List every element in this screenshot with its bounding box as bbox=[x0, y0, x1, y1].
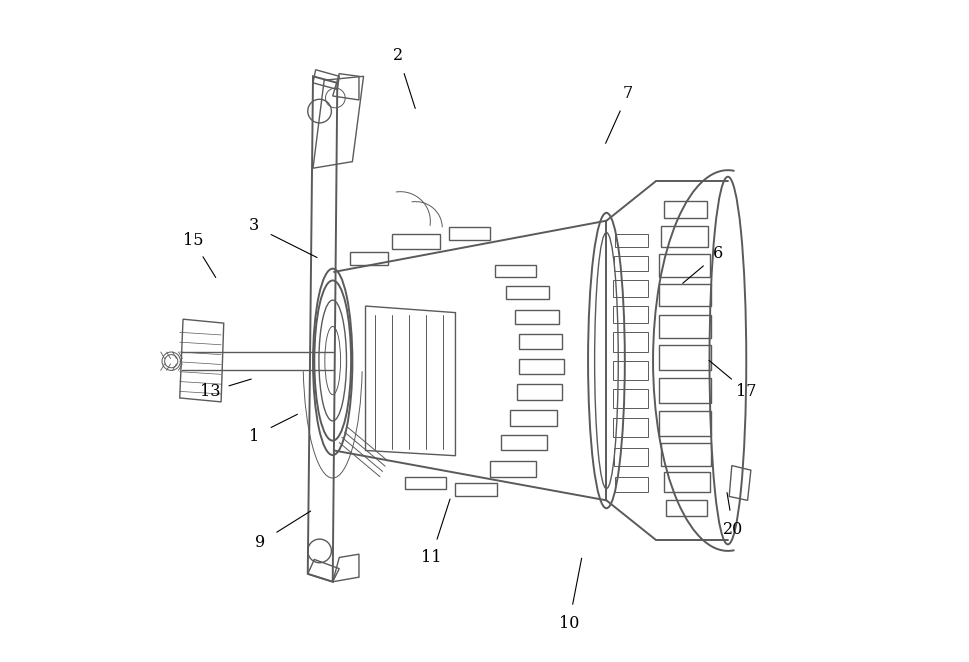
Text: 1: 1 bbox=[249, 428, 259, 444]
Text: 15: 15 bbox=[182, 232, 203, 249]
Text: 3: 3 bbox=[249, 218, 259, 234]
Text: 20: 20 bbox=[722, 521, 742, 538]
Text: 11: 11 bbox=[421, 549, 441, 566]
Text: 2: 2 bbox=[392, 47, 403, 64]
Text: 10: 10 bbox=[558, 614, 578, 632]
Text: 17: 17 bbox=[735, 383, 756, 400]
Text: 13: 13 bbox=[201, 383, 221, 400]
Text: 7: 7 bbox=[622, 85, 633, 102]
Text: 9: 9 bbox=[255, 534, 266, 551]
Text: 6: 6 bbox=[712, 245, 723, 262]
